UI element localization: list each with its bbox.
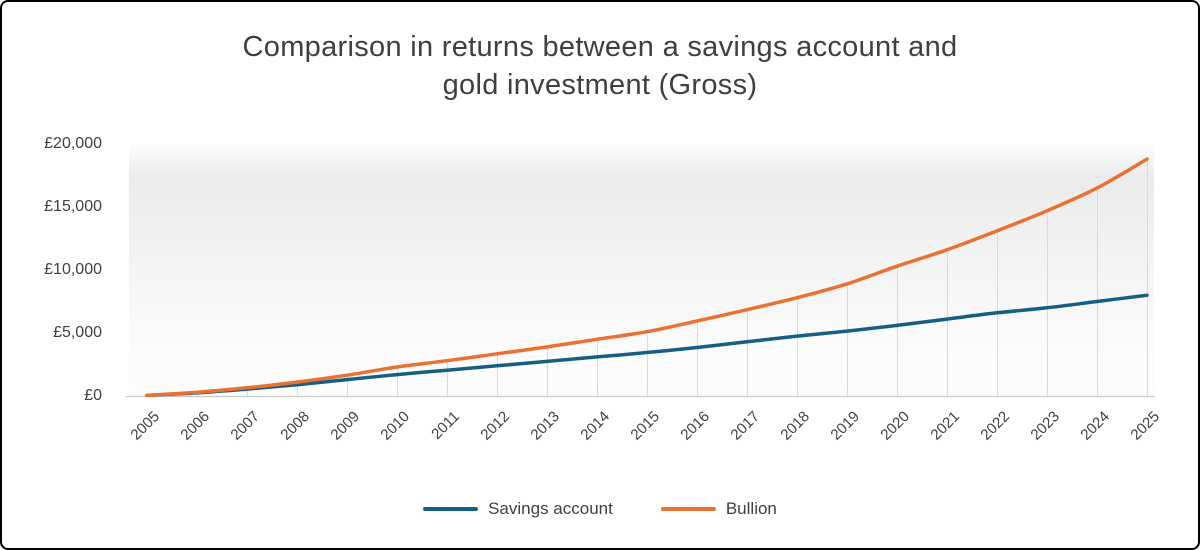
series-line-bullion bbox=[145, 157, 1149, 398]
chart-title-line1: Comparison in returns between a savings … bbox=[242, 31, 958, 63]
chart-title-line2: gold investment (Gross) bbox=[442, 69, 758, 101]
chart-title: Comparison in returns between a savings … bbox=[2, 28, 1198, 104]
y-tick-label-10000: £10,000 bbox=[44, 261, 102, 278]
legend-item-savings-account[interactable]: Savings account bbox=[423, 499, 613, 519]
legend-label-bullion: Bullion bbox=[725, 499, 777, 518]
legend-item-bullion[interactable]: Bullion bbox=[660, 499, 777, 519]
bullion-line-swatch bbox=[660, 507, 716, 511]
legend-label-savings-account: Savings account bbox=[488, 499, 613, 518]
y-tick-label-5000: £5,000 bbox=[53, 324, 102, 341]
y-tick-label-0: £0 bbox=[84, 387, 102, 404]
y-tick-label-20000: £20,000 bbox=[44, 135, 102, 152]
legend: Savings account Bullion bbox=[2, 499, 1198, 519]
series-line-savings-account bbox=[145, 293, 1149, 398]
y-tick-label-15000: £15,000 bbox=[44, 198, 102, 215]
savings-account-line-swatch bbox=[423, 507, 479, 511]
